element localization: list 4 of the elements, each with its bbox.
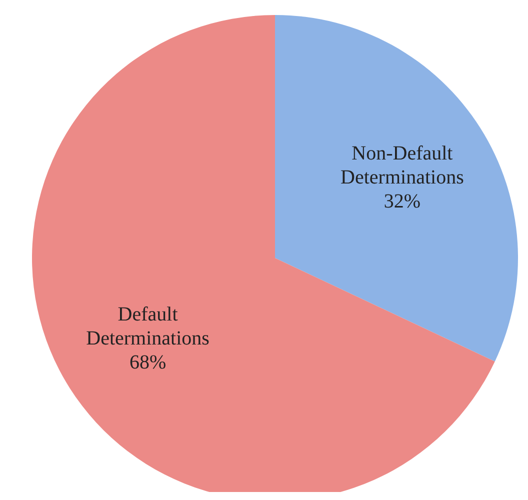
data-label: 68% bbox=[129, 352, 166, 374]
data-label: 32% bbox=[384, 190, 421, 212]
slice-label: Non-Default Determinations bbox=[340, 142, 464, 188]
slice-label: Default Determinations bbox=[86, 304, 210, 350]
